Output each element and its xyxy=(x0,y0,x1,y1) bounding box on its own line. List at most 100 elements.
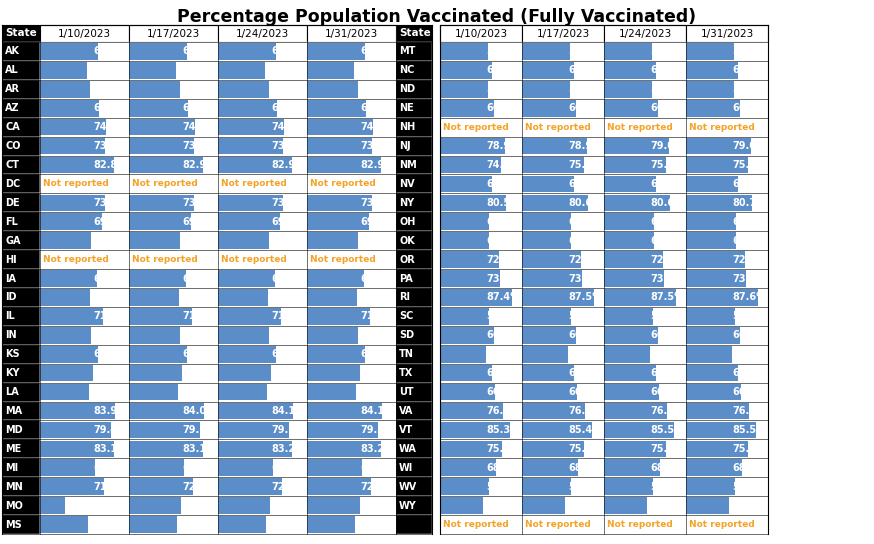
Bar xyxy=(440,403,503,419)
Bar xyxy=(440,421,522,440)
Bar xyxy=(218,42,307,61)
Bar xyxy=(218,232,269,249)
Text: 63.3%: 63.3% xyxy=(568,65,602,76)
Bar xyxy=(218,250,307,269)
Text: 72.0%: 72.0% xyxy=(183,481,216,492)
Text: 65.1%: 65.1% xyxy=(183,349,216,359)
Bar xyxy=(522,478,571,495)
Bar xyxy=(522,403,585,419)
Bar xyxy=(218,270,275,287)
Text: 65.1%: 65.1% xyxy=(360,46,394,57)
Text: 1/17/2023: 1/17/2023 xyxy=(537,28,590,39)
Bar xyxy=(686,382,768,401)
Bar xyxy=(307,270,364,287)
Text: Not reported: Not reported xyxy=(221,180,287,188)
Text: 60.3%: 60.3% xyxy=(486,236,520,246)
Bar xyxy=(129,250,218,269)
Bar xyxy=(218,478,282,495)
Text: 57.7%: 57.7% xyxy=(271,330,305,341)
Bar xyxy=(522,270,582,287)
Bar xyxy=(129,232,180,249)
Bar xyxy=(604,364,686,382)
Text: Not reported: Not reported xyxy=(132,255,198,264)
Text: 66.6%: 66.6% xyxy=(650,387,684,397)
Bar xyxy=(686,250,768,269)
Bar xyxy=(2,458,40,477)
Bar xyxy=(129,156,218,175)
Text: 79.6%: 79.6% xyxy=(360,425,394,435)
Bar xyxy=(440,270,500,287)
Bar xyxy=(218,99,307,118)
Bar xyxy=(2,288,40,307)
Text: 72.0%: 72.0% xyxy=(360,481,394,492)
Bar xyxy=(307,269,396,288)
Bar xyxy=(307,231,396,250)
Bar xyxy=(40,193,129,212)
Bar xyxy=(307,496,396,515)
Text: 87.5%: 87.5% xyxy=(650,293,684,302)
Text: 65.9%: 65.9% xyxy=(360,103,394,113)
Text: 53.1%: 53.1% xyxy=(360,65,394,76)
Text: 75.9%: 75.9% xyxy=(650,444,684,454)
Bar xyxy=(440,157,502,174)
Bar xyxy=(522,327,576,344)
Text: MT: MT xyxy=(399,46,415,57)
Text: 75.8%: 75.8% xyxy=(568,444,602,454)
Bar xyxy=(440,99,522,118)
Bar xyxy=(604,62,656,79)
Bar xyxy=(604,118,686,137)
Text: 85.4%: 85.4% xyxy=(568,425,602,435)
Text: Not reported: Not reported xyxy=(525,520,591,529)
Bar xyxy=(604,326,686,345)
Text: 73.1%: 73.1% xyxy=(183,198,216,208)
Text: MS: MS xyxy=(5,520,22,529)
Bar xyxy=(396,515,432,534)
Bar xyxy=(440,137,522,156)
Text: 73.2%: 73.2% xyxy=(732,274,766,283)
Bar xyxy=(440,458,522,477)
Text: 59.6%: 59.6% xyxy=(732,481,766,492)
Text: 57.1%: 57.1% xyxy=(183,236,216,246)
Bar xyxy=(129,478,193,495)
Bar xyxy=(686,175,768,193)
Bar xyxy=(522,118,604,137)
Text: 64.2%: 64.2% xyxy=(94,274,127,283)
Bar xyxy=(522,138,586,154)
Bar xyxy=(522,100,576,116)
Bar xyxy=(40,42,129,61)
Text: Not reported: Not reported xyxy=(310,180,376,188)
Bar xyxy=(522,61,604,80)
Bar xyxy=(686,460,742,476)
Bar xyxy=(604,403,667,419)
Text: Percentage Population Vaccinated (Fully Vaccinated): Percentage Population Vaccinated (Fully … xyxy=(177,8,697,26)
Bar xyxy=(396,42,432,61)
Text: 64.2%: 64.2% xyxy=(183,274,216,283)
Bar xyxy=(307,478,371,495)
Bar xyxy=(2,496,40,515)
Bar xyxy=(40,156,129,175)
Text: 53.6%: 53.6% xyxy=(360,520,394,529)
Bar xyxy=(2,440,40,458)
Text: 84.1%: 84.1% xyxy=(360,406,394,416)
Text: 73.0%: 73.0% xyxy=(486,274,520,283)
Bar xyxy=(522,458,604,477)
Text: 59.5%: 59.5% xyxy=(94,368,127,378)
Bar xyxy=(522,212,604,231)
Bar xyxy=(604,176,656,192)
Text: 63.3%: 63.3% xyxy=(650,65,684,76)
Bar xyxy=(2,231,40,250)
Text: 75.1%: 75.1% xyxy=(732,160,766,170)
Text: KS: KS xyxy=(5,349,19,359)
Bar xyxy=(307,364,396,382)
Bar xyxy=(218,496,307,515)
Bar xyxy=(40,401,129,421)
Text: 56.8%: 56.8% xyxy=(182,84,216,94)
Bar xyxy=(604,212,686,231)
Bar xyxy=(522,515,604,534)
Bar xyxy=(307,401,396,421)
Text: 27.8%: 27.8% xyxy=(94,500,127,511)
Bar xyxy=(40,516,87,533)
Text: 58.5%: 58.5% xyxy=(568,84,602,94)
Bar xyxy=(604,195,670,211)
Text: 58.9%: 58.9% xyxy=(182,500,216,511)
